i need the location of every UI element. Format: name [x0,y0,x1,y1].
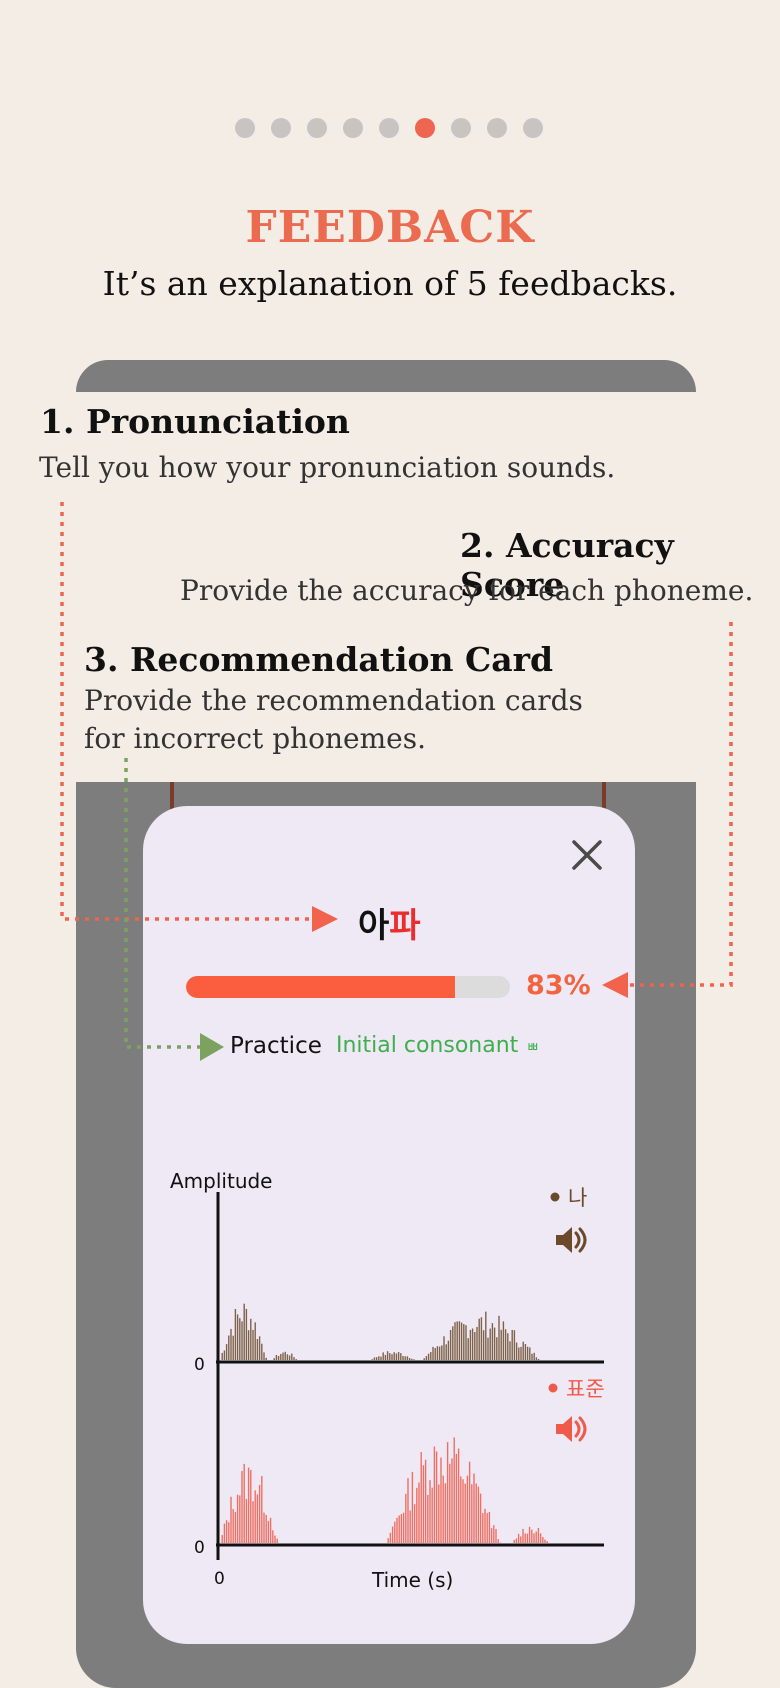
page-title: FEEDBACK [245,202,535,253]
page-dot[interactable] [235,118,255,138]
feedback-card [143,806,635,1644]
legend-standard-label: 표준 [566,1377,605,1401]
annotation-accuracy-heading: 2. Accuracy Score [460,526,674,604]
page-dot[interactable] [487,118,507,138]
recommendation-card-link[interactable]: Initial consonant ㅃ [336,1033,539,1058]
phone-frame-accent [602,782,606,812]
x-axis-label: Time (s) [371,1568,453,1592]
page-subtitle: It’s an explanation of 5 feedbacks. [102,264,678,303]
recommendation-label: Initial consonant [336,1033,519,1058]
page-dot[interactable] [307,118,327,138]
annotation-accuracy-text: Provide the accuracy for each phoneme. [180,574,754,607]
x-tick-label: 0 [214,1569,225,1589]
page-dot[interactable] [379,118,399,138]
legend-standard-marker [548,1383,558,1393]
y-tick-label: 0 [194,1538,205,1558]
annotation-recommendation-heading: 3. Recommendation Card [84,640,554,679]
standard-speaker-icon[interactable] [556,1416,587,1442]
accuracy-progress-fill [186,976,455,998]
annotation-pronunciation-text: Tell you how your pronunciation sounds. [39,451,616,484]
pagination-dots [235,118,543,138]
close-icon[interactable] [570,838,604,872]
y-axis-label: Amplitude [170,1169,273,1193]
practice-label: Practice [230,1033,322,1059]
legend-user-marker [550,1192,560,1202]
y-tick-label: 0 [194,1355,205,1375]
page-dot[interactable] [343,118,363,138]
standard-waveform [221,1437,548,1543]
practice-word: 아파 [358,898,421,947]
user-waveform [221,1303,540,1360]
phone-frame-top [76,360,696,392]
annotation-recommendation-line1: Provide the recommendation cards [84,684,583,717]
page-dot[interactable] [523,118,543,138]
legend-user-label: 나 [568,1186,587,1210]
page-dot[interactable] [271,118,291,138]
annotation-recommendation-line2: for incorrect phonemes. [84,722,427,755]
annotation-pronunciation-heading: 1. Pronunciation [40,402,350,441]
page-dot-active[interactable] [415,118,435,138]
word-syllable-incorrect: 파 [389,906,421,946]
waveform-chart: Amplitude 0 0 0 Time (s) 나 표준 [170,1169,605,1592]
word-syllable: 아 [358,906,390,946]
accuracy-progress-bar [186,976,510,998]
accuracy-score: 83% [526,970,591,1001]
recommendation-phoneme: ㅃ [526,1040,540,1056]
user-speaker-icon[interactable] [556,1227,587,1253]
page-dot[interactable] [451,118,471,138]
